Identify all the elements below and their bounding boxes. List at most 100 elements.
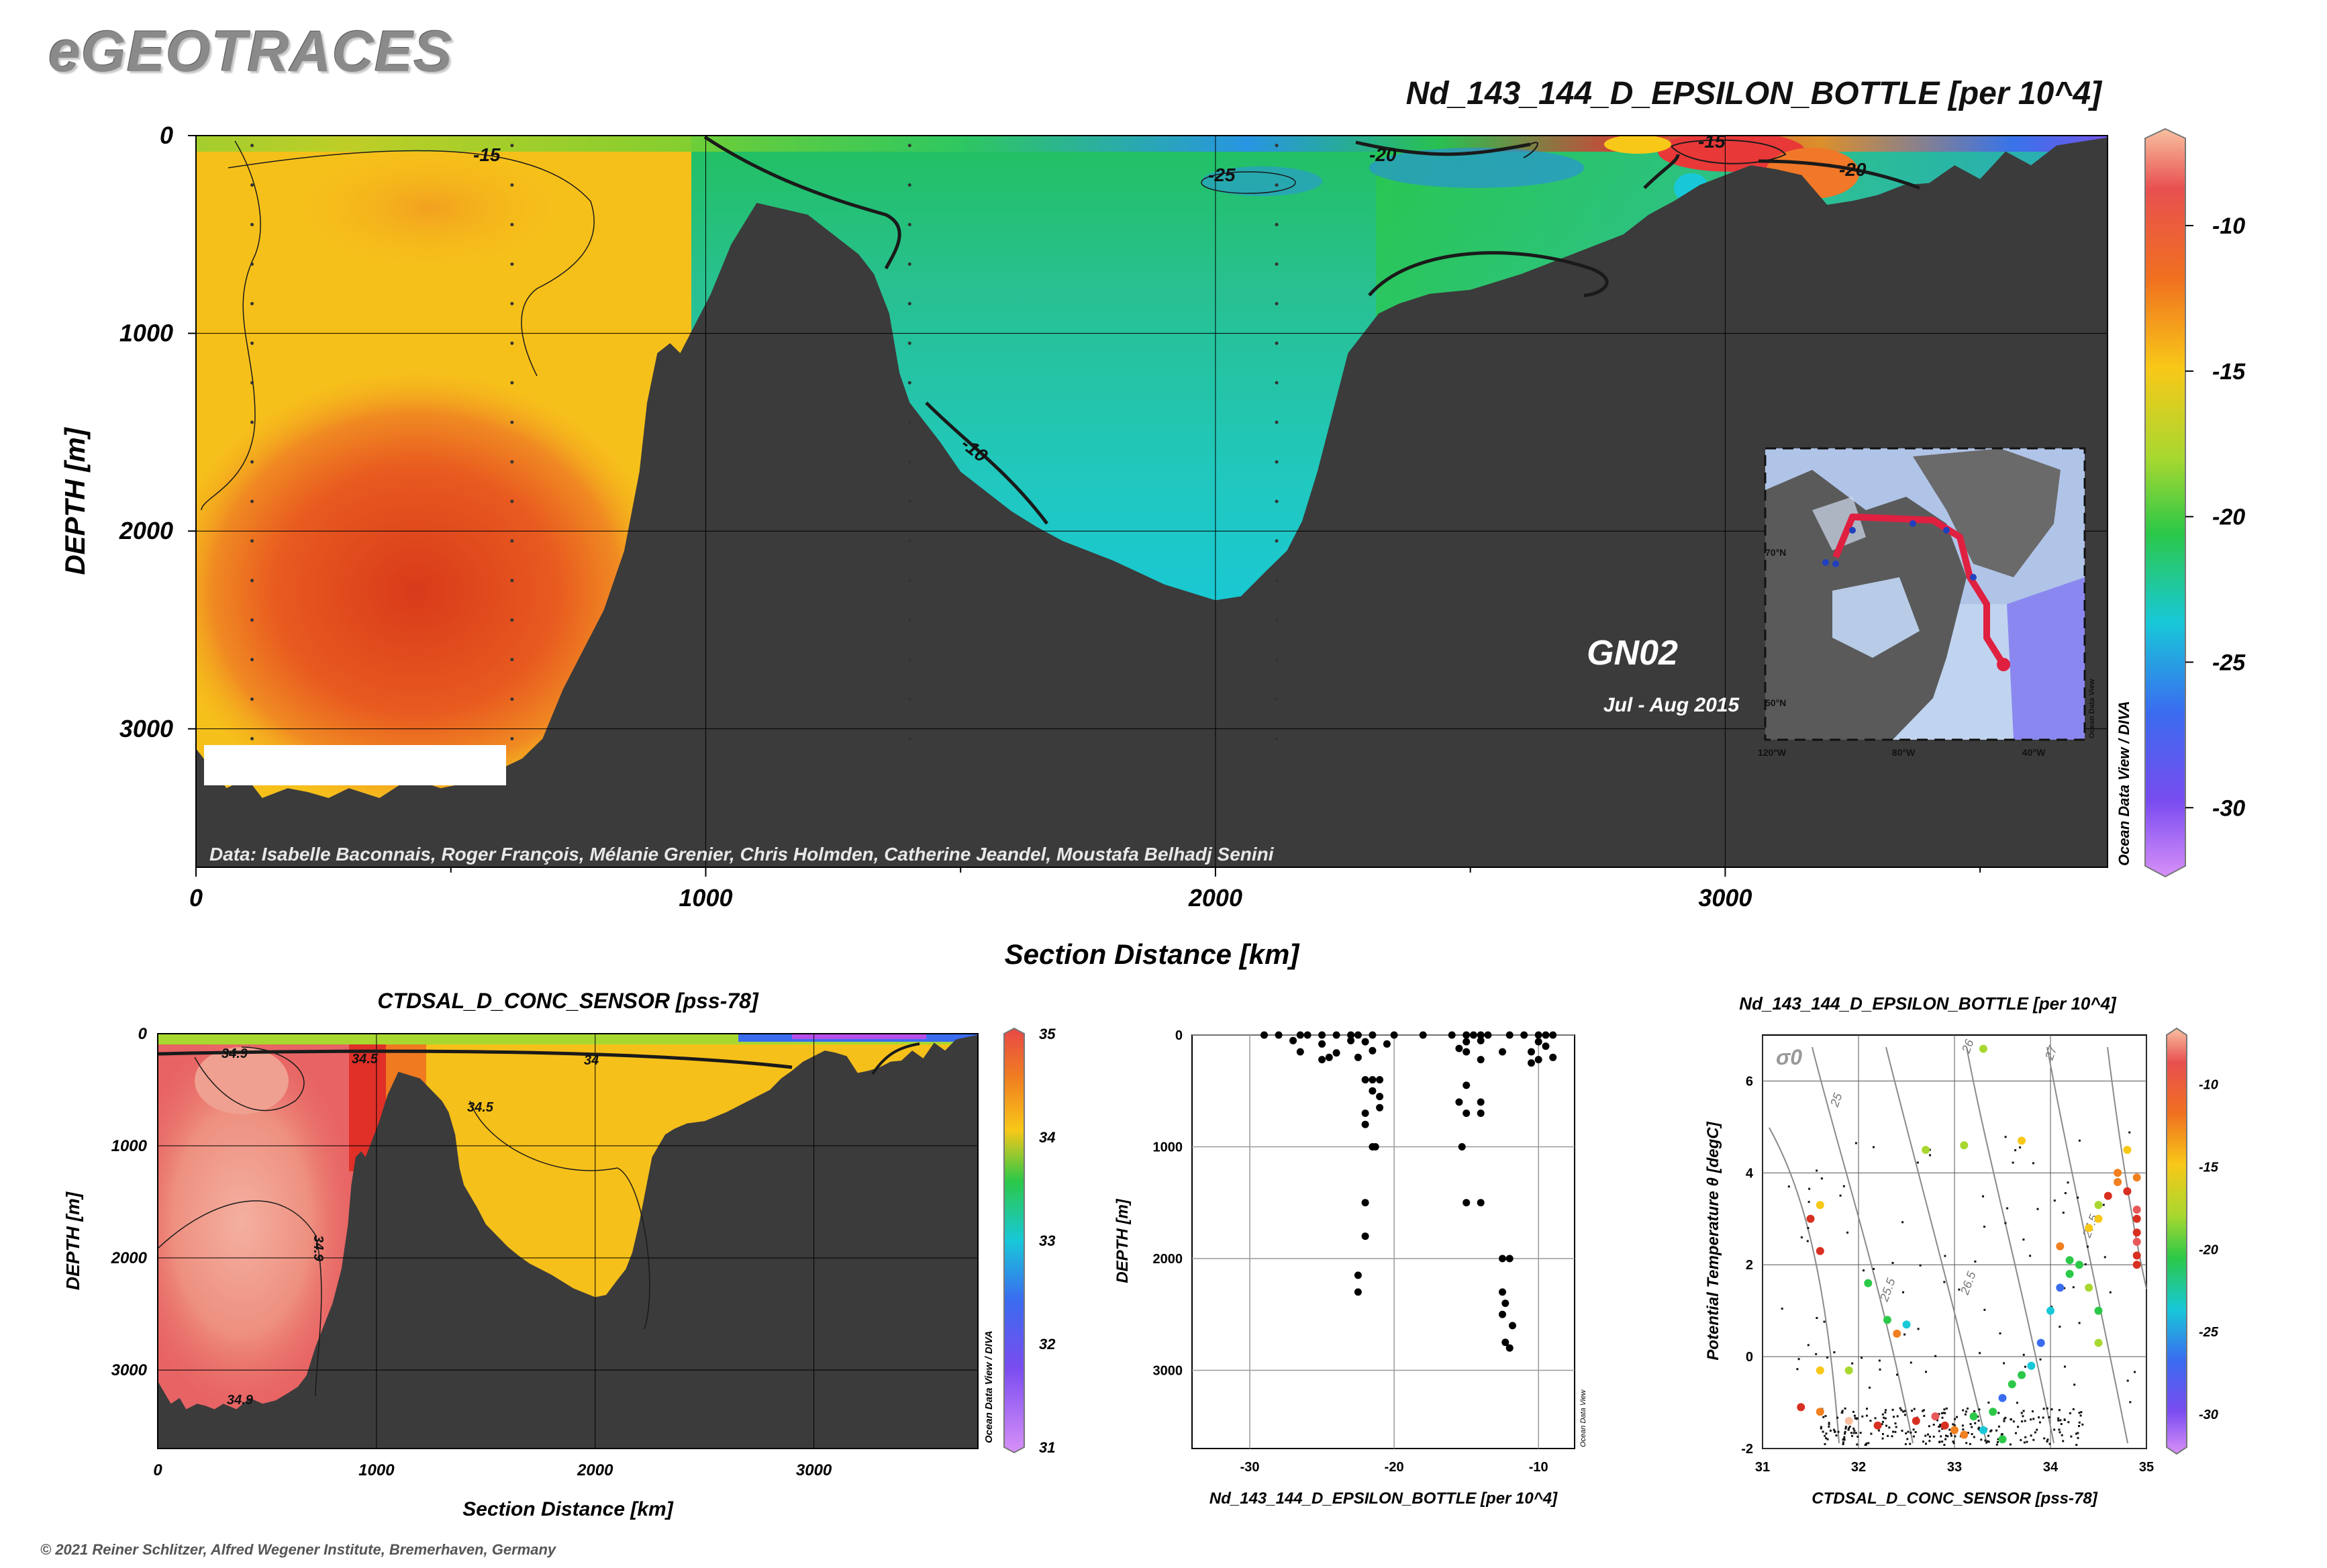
sample-dot (1275, 301, 1279, 305)
bathymetry-terrain (196, 137, 2108, 867)
ts-background-point (1833, 1351, 1836, 1354)
ts-background-point (2004, 1416, 2007, 1419)
sample-dot (250, 499, 254, 503)
sample-dot (907, 301, 911, 305)
ts-colored-point (2132, 1238, 2141, 1246)
sal-contour-labels: 34.9 34.5 34 34.5 34.9 34.9 (221, 1046, 599, 1408)
inset-cruise-track (1832, 513, 2007, 667)
main-y-axis-label: DEPTH [m] (59, 426, 91, 575)
ts-background-point (2012, 1161, 2014, 1164)
ts-background-point (1940, 1412, 1943, 1414)
main-y-tick-label: 0 (160, 121, 173, 149)
ts-background-point (1914, 1431, 1917, 1433)
ts-background-point (2024, 1365, 2026, 1368)
profile-point (1354, 1288, 1362, 1296)
station-markers (250, 144, 1279, 741)
ts-colorbar-label: -20 (2199, 1242, 2218, 1257)
ts-background-point (1977, 1420, 1980, 1422)
ts-background-point (2042, 1416, 2044, 1419)
ts-background-point (1888, 1426, 1891, 1429)
ts-x-tick-label: 35 (2139, 1460, 2154, 1475)
ts-background-point (1883, 1416, 1885, 1419)
ts-background-point (1848, 1427, 1850, 1430)
ts-y-ticks: -2 0 2 4 6 (1741, 1074, 1754, 1457)
ts-background-point (2022, 1353, 2025, 1356)
ts-background-point (1978, 1426, 1980, 1429)
ts-background-point (1936, 1419, 1938, 1422)
ts-background-point (1874, 1417, 1877, 1420)
sample-dot (510, 381, 514, 385)
profile-point (1448, 1031, 1456, 1039)
inset-shelf (1812, 497, 1866, 550)
main-y-tick-label: 2000 (119, 517, 173, 544)
sample-dot (510, 301, 514, 305)
ts-colored-point (2123, 1146, 2132, 1155)
ts-background-point (1911, 1410, 1913, 1412)
sal-x-tick-label: 0 (153, 1461, 162, 1479)
ts-background-point (1816, 1317, 1818, 1319)
main-plot-frame (195, 135, 2108, 868)
ts-background-point (1916, 1161, 1919, 1164)
ts-background-point (2086, 1245, 2089, 1248)
ts-background-point (1952, 1440, 1954, 1443)
ts-background-point (1870, 1432, 1873, 1435)
ts-background-point (1806, 1240, 1809, 1242)
ts-background-point (2032, 1438, 2035, 1441)
ts-background-point (1932, 1424, 1935, 1426)
ts-background-point (1828, 1425, 1830, 1428)
ts-background-point (1938, 1430, 1940, 1432)
ts-colored-point (1922, 1146, 1930, 1155)
ts-background-point (1982, 1195, 1984, 1197)
ts-background-point (2024, 1436, 2027, 1438)
ts-background-point (1983, 1226, 1985, 1228)
sample-dot (250, 144, 254, 148)
ts-background-point (1836, 1416, 1839, 1419)
ts-background-point (1869, 1420, 1872, 1422)
ts-background-point (1965, 1442, 1968, 1444)
sample-dot (510, 539, 514, 543)
ts-colored-point (2046, 1306, 2054, 1315)
ts-background-point (2064, 1192, 2067, 1194)
ts-background-point (1953, 1424, 1956, 1426)
salinity-section-plot (158, 1034, 978, 1449)
ts-background-point (1893, 1416, 1895, 1418)
ts-background-point (2017, 1426, 2020, 1428)
ts-background-point (1854, 1432, 1857, 1434)
sample-dot (1275, 381, 1279, 385)
ts-background-point (1929, 1154, 1931, 1157)
profile-point (1499, 1310, 1506, 1318)
ts-background-point (1861, 1415, 1864, 1418)
ts-background-point (2079, 1414, 2082, 1417)
ts-colored-point (1893, 1329, 1901, 1338)
ts-background-point (1912, 1428, 1915, 1431)
inset-stations (1822, 520, 1977, 581)
ts-background-point (1971, 1433, 1973, 1435)
ts-background-point (1910, 1361, 1912, 1364)
main-colorbar-label: -20 (2212, 505, 2245, 530)
ts-background-point (1997, 1425, 2000, 1428)
main-contour-labels: -15 -20 -25 -10 -15 -20 (473, 131, 1867, 467)
ts-background-point (2038, 1416, 2040, 1419)
ts-background-point (2080, 1411, 2083, 1414)
ts-background-point (2059, 1419, 2062, 1422)
ts-title: Nd_143_144_D_EPSILON_BOTTLE [per 10^4] (1739, 993, 2117, 1014)
ts-background-point (2043, 1437, 2046, 1440)
main-chart-title: Nd_143_144_D_EPSILON_BOTTLE [per 10^4] (1405, 76, 2101, 111)
ts-colored-point (1998, 1435, 2007, 1444)
ts-colored-point (2065, 1256, 2074, 1265)
ts-background-point (1856, 1435, 1859, 1438)
ts-background-point (2075, 1432, 2077, 1435)
ts-colored-point (2027, 1361, 2036, 1370)
sal-y-tick-label: 1000 (111, 1137, 148, 1155)
main-colorbar-label: -15 (2212, 359, 2246, 385)
sal-y-tick-label: 3000 (111, 1361, 148, 1379)
ts-background-point (1958, 1288, 1961, 1291)
ts-x-tick-label: 32 (1851, 1460, 1866, 1475)
profile-point (1484, 1031, 1492, 1039)
ts-background-point (1954, 1418, 1957, 1420)
ts-background-point (1816, 1169, 1818, 1172)
ts-background-point (1909, 1442, 1912, 1445)
profile-y-tick-label: 1000 (1153, 1140, 1183, 1155)
sample-dot (510, 697, 514, 701)
data-credit: Data: Isabelle Baconnais, Roger François… (209, 844, 1275, 865)
